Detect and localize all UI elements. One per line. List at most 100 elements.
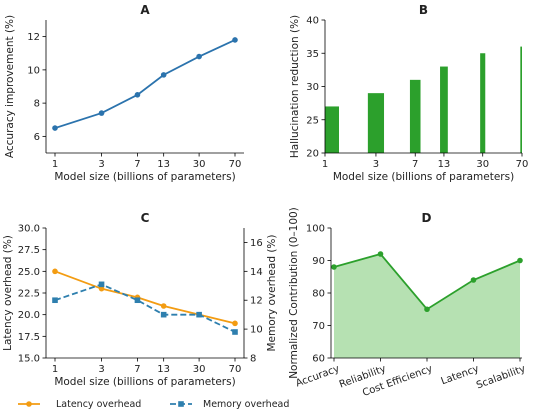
panel-a-point [52, 125, 58, 131]
panel-d-y-tick-label: 100 [306, 224, 325, 235]
panel-c-memory-point [232, 329, 238, 335]
panel-c-y-label-right: Memory overhead (%) [266, 235, 278, 352]
panel-c-x-label: Model size (billions of parameters) [54, 376, 235, 388]
panel-c-latency-line [54, 270, 236, 325]
panel-b-bar [325, 106, 339, 153]
panel-b-y-tick-label: 25 [306, 115, 319, 126]
panel-d-area [334, 254, 520, 358]
panel-b-y-tick-label: 30 [306, 82, 319, 93]
panel-a-y-label: Accuracy improvement (%) [4, 15, 16, 158]
panel-b-bar [480, 53, 486, 153]
panel-b-y-label: Hallucination reduction (%) [289, 15, 301, 158]
panel-a-x-tick-label: 70 [229, 159, 242, 170]
panel-c-y-tick-label: 20.0 [18, 310, 40, 321]
panel-b-title: B [419, 3, 428, 17]
panel-c: 1 3 7 13 30 7015.017.520.022.525.027.530.0810… [2, 211, 289, 410]
panel-b-y-tick-label: 35 [306, 49, 319, 60]
panel-a-point [98, 110, 105, 116]
panel-c-x-tick-label: 7 [134, 364, 140, 375]
panel-c-y-right-tick-label: 12 [250, 296, 263, 307]
panel-c-y-tick-label: 30.0 [18, 224, 40, 235]
panel-b-x-tick-label: 1 [322, 159, 328, 170]
panel-c-x-tick-label: 30 [193, 364, 206, 375]
panel-c-memory-point [98, 281, 105, 288]
panel-a-point [134, 92, 141, 98]
panel-c-y-right-tick-label: 14 [250, 267, 263, 278]
panel-d-point [331, 264, 337, 270]
panel-c-y-right-tick-label: 16 [250, 238, 263, 249]
panel-d-x-tick-label: Scalability [475, 363, 527, 391]
panel-c-legend: Latency overhead Memory overhead [18, 399, 289, 410]
panel-c-y-tick-label: 27.5 [18, 245, 40, 256]
panel-c-y-tick-label: 15.0 [18, 354, 40, 365]
legend-latency-label: Latency overhead [56, 399, 141, 410]
panel-a-point [196, 53, 202, 60]
panel-d-point [470, 277, 477, 283]
panel-b-x-tick-label: 30 [476, 159, 489, 170]
panel-c-memory-point [196, 311, 202, 318]
panel-d-y-tick-label: 60 [312, 354, 325, 365]
panel-a-title: A [140, 3, 150, 17]
panel-d-point [424, 306, 430, 313]
panel-c-memory-point [134, 297, 141, 304]
panel-b-x-tick-label: 70 [516, 159, 529, 170]
panel-d-y-tick-label: 90 [312, 256, 325, 267]
panel-c-title: C [141, 211, 150, 225]
panel-b-bar [520, 46, 522, 153]
panel-d-title: D [422, 211, 432, 225]
panel-c-y-tick-label: 25.0 [18, 267, 40, 278]
panel-c-memory-line [54, 283, 236, 333]
panel-d-point [517, 257, 523, 264]
panel-a-y-tick-label: 12 [27, 32, 40, 43]
panel-d-y-label: Normalized Contribution (0–100) [288, 207, 300, 379]
panel-c-y-label: Latency overhead (%) [2, 235, 14, 351]
panel-a-point [160, 72, 167, 78]
panel-a-y-tick-label: 10 [27, 65, 40, 76]
panel-b-x-label: Model size (billions of parameters) [333, 171, 514, 183]
panel-b-bar [367, 93, 385, 153]
panel-c-x-tick-label: 70 [229, 364, 242, 375]
panel-c-latency-point [98, 285, 105, 292]
panel-c-memory-point [160, 311, 167, 318]
panel-a-y-tick-label: 8 [34, 99, 40, 110]
panel-a-x-tick-label: 7 [134, 159, 140, 170]
panel-c-y-tick-label: 22.5 [18, 289, 40, 300]
panel-a-x-tick-label: 13 [157, 159, 170, 170]
panel-c-memory-point [52, 297, 58, 304]
panel-d-x-tick-label: Latency [440, 363, 481, 387]
panel-d-y-tick-label: 70 [312, 321, 325, 332]
panel-c-latency-point [52, 268, 58, 275]
panel-b-x-tick-label: 3 [373, 159, 379, 170]
panel-a-x-label: Model size (billions of parameters) [54, 171, 235, 183]
panel-c-x-tick-label: 13 [157, 364, 170, 375]
panel-c-latency-point [232, 320, 238, 327]
panel-a-line [54, 39, 236, 129]
panel-a-y-tick-label: 6 [34, 132, 40, 143]
panel-a-x-tick-label: 3 [98, 159, 104, 170]
panel-d-point [377, 251, 384, 257]
panel-b-bar [409, 79, 421, 153]
panel-a-point [232, 37, 238, 43]
panel-d-y-tick-label: 80 [312, 289, 325, 300]
legend-latency-marker [26, 401, 32, 407]
panel-c-y-right-tick-label: 8 [250, 354, 256, 365]
panel-b-y-tick-label: 20 [306, 149, 319, 160]
panel-d-x-tick-label: Accuracy [294, 363, 341, 389]
panel-a-x-tick-label: 1 [52, 159, 58, 170]
panel-c-y-tick-label: 17.5 [18, 332, 40, 343]
legend-memory-marker [178, 401, 184, 407]
panel-c-y-right-tick-label: 10 [250, 325, 263, 336]
panel-c-x-tick-label: 1 [52, 364, 58, 375]
panel-a-x-tick-label: 30 [193, 159, 206, 170]
panel-b-x-tick-label: 7 [412, 159, 418, 170]
panel-c-x-tick-label: 3 [98, 364, 104, 375]
legend-memory-label: Memory overhead [203, 399, 289, 410]
panel-b-x-tick-label: 13 [438, 159, 451, 170]
panel-b-bar [440, 66, 448, 153]
panel-b-y-tick-label: 40 [306, 16, 319, 27]
panel-c-latency-point [160, 303, 167, 309]
